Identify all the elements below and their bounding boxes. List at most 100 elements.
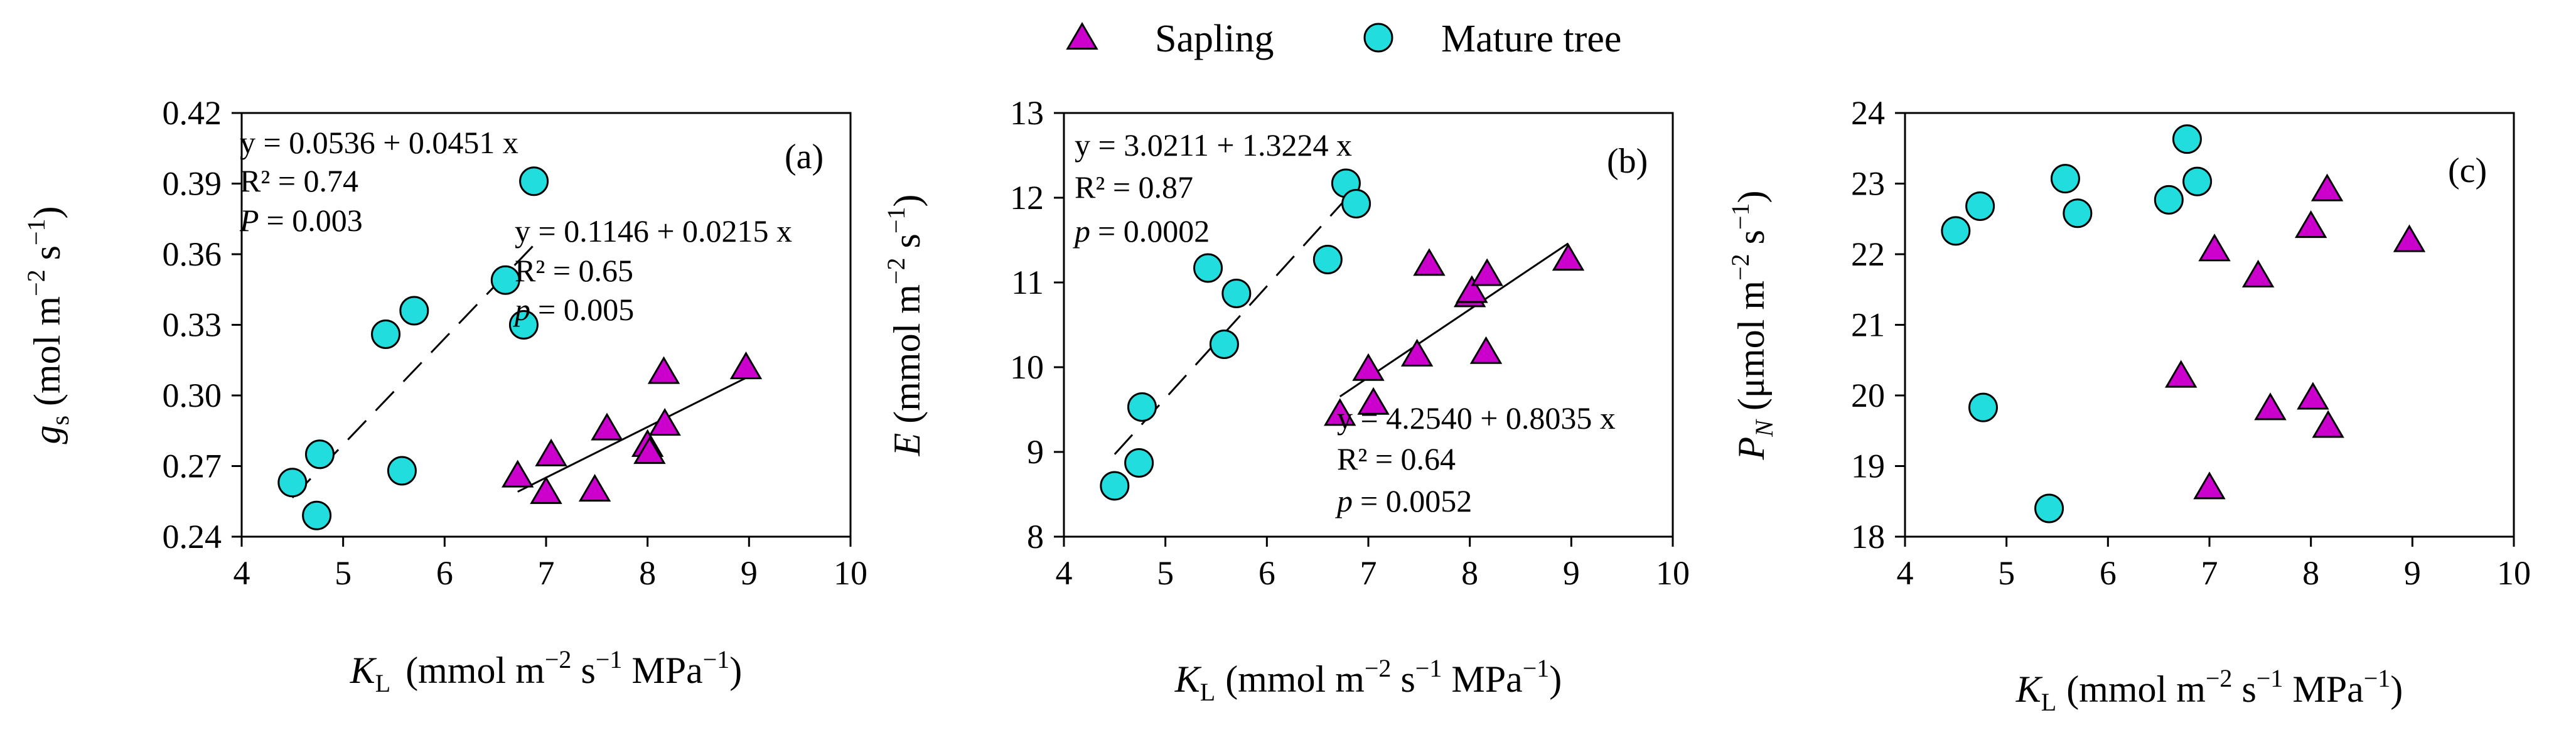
data-point-sapling [1456, 275, 1488, 303]
data-point-mature-tree [387, 456, 417, 486]
p-value-mature-a: P = 0.003 [239, 203, 363, 238]
data-point-mature-tree [1193, 253, 1223, 283]
p-value-sapling-a: p = 0.005 [513, 292, 634, 327]
data-point-mature-tree [371, 319, 401, 349]
xlabel-symbol: K [2015, 668, 2043, 710]
ylabel-subscript: N [1750, 419, 1778, 437]
data-point-sapling [2297, 382, 2329, 410]
ylabel-unit-s: s [886, 233, 928, 257]
data-point-sapling [648, 408, 681, 436]
xlabel-close: ) [2390, 668, 2403, 710]
y-tick-label: 20 [1851, 377, 1885, 414]
p-value-text: = 0.0002 [1098, 213, 1210, 249]
ylabel-exponent: −2 [22, 269, 50, 296]
x-axis-title-b: KL (mmol m−2 s−1 MPa−1) [1174, 654, 1562, 706]
ylabel-exponent: −2 [1726, 254, 1754, 281]
xlabel-exponent: −1 [703, 645, 730, 674]
p-symbol: p [1335, 483, 1353, 518]
data-point-sapling [2294, 210, 2327, 239]
x-tick-label: 4 [1056, 554, 1073, 592]
xlabel-exponent: −2 [1365, 654, 1392, 682]
y-tick-label: 9 [1027, 433, 1044, 471]
data-point-mature-tree [2172, 124, 2202, 154]
y-tick-label: 12 [1010, 179, 1044, 217]
x-tick-label: 10 [1656, 554, 1690, 592]
panel-label-a: (a) [785, 137, 824, 176]
xlabel-subscript: L [2041, 688, 2056, 716]
x-tick-label: 7 [1360, 554, 1377, 592]
x-tick-label: 10 [2497, 554, 2531, 592]
y-tick-label: 0.27 [163, 448, 222, 485]
data-point-mature-tree [1124, 448, 1154, 478]
data-point-mature-tree [1127, 392, 1157, 422]
x-axis-title-a: KL (mmol m−2 s−1 MPa−1) [350, 645, 743, 697]
ylabel-exponent: −1 [22, 218, 50, 245]
y-axis-title-c: PN (μmol m−2 s−1) [1726, 191, 1778, 461]
p-symbol: p [1073, 213, 1090, 249]
data-point-sapling [1324, 398, 1356, 426]
y-tick-label: 13 [1010, 94, 1044, 132]
ylabel-symbol: P [1731, 437, 1772, 461]
x-tick-label: 9 [741, 554, 758, 592]
tick-layer-c: 4 5 6 7 8 9 10 18 19 20 21 22 23 24 [1851, 94, 2531, 592]
y-axis-title-a: gs (mol m−2 s−1) [22, 206, 74, 444]
xlabel-exponent: −1 [2257, 664, 2284, 692]
xlabel-close: ) [1549, 658, 1562, 700]
equation-sapling-b: y = 4.2540 + 0.8035 x [1337, 400, 1616, 436]
xlabel-unit-s: s [1391, 658, 1415, 700]
marker-layer-c [1941, 124, 2426, 523]
y-tick-label: 0.39 [163, 165, 222, 203]
data-point-sapling [2241, 259, 2275, 287]
tick-layer-b: 4 5 6 7 8 9 10 8 9 10 11 12 13 [1010, 94, 1690, 592]
xlabel-subscript: L [1200, 678, 1215, 706]
r-squared-sapling-a: R² = 0.65 [515, 253, 633, 288]
data-point-mature-tree [1941, 216, 1971, 246]
y-tick-label: 23 [1851, 165, 1885, 203]
y-tick-label: 8 [1027, 518, 1044, 556]
x-tick-label: 7 [538, 554, 555, 592]
xlabel-exponent: −2 [2206, 664, 2233, 692]
fit-line-sapling [517, 377, 747, 493]
equation-mature-b: y = 3.0211 + 1.3224 x [1075, 127, 1352, 163]
xlabel-unit-mpa: MPa [1442, 658, 1522, 700]
x-tick-label: 6 [2100, 554, 2117, 592]
xlabel-exponent: −1 [1415, 654, 1442, 682]
y-tick-label: 0.33 [163, 306, 222, 344]
marker-layer-b [1100, 168, 1585, 501]
x-tick-label: 8 [639, 554, 656, 592]
data-point-sapling [2393, 224, 2426, 252]
data-point-sapling [729, 352, 763, 380]
r-squared-sapling-b: R² = 0.64 [1337, 441, 1456, 476]
data-point-sapling [2310, 173, 2344, 201]
data-point-mature-tree [1965, 191, 1995, 221]
ylabel-unit-s: s [26, 245, 68, 269]
y-tick-label: 24 [1851, 94, 1885, 132]
y-tick-label: 21 [1851, 306, 1885, 344]
tick-layer-a: 4 5 6 7 8 9 10 0.24 0.27 0.30 0.33 0.36 0.39 0.42 [163, 94, 868, 592]
p-value-text: = 0.005 [538, 292, 634, 327]
xlabel-unit-mpa: MPa [2283, 668, 2363, 710]
data-point-sapling [2165, 360, 2198, 388]
data-point-mature-tree [1968, 392, 1998, 422]
ylabel-close: ) [1731, 191, 1772, 203]
panel-a: 4 5 6 7 8 9 10 0.24 0.27 0.30 0.33 0.36 0.39 0.42 (a)… [22, 94, 867, 697]
p-value-text: = 0.0052 [1360, 483, 1472, 518]
data-point-sapling [591, 412, 623, 441]
xlabel-unit: (mmol m [2066, 668, 2206, 710]
xlabel-close: ) [729, 650, 742, 691]
data-point-sapling [1413, 248, 1446, 276]
panel-label-b: (b) [1607, 142, 1648, 181]
ylabel-unit: (mmol m [886, 284, 928, 433]
data-point-mature-tree [1209, 330, 1239, 360]
y-tick-label: 22 [1851, 235, 1885, 273]
legend-marker-mature-tree [1363, 23, 1393, 53]
data-point-mature-tree [2063, 198, 2093, 228]
x-tick-label: 6 [1258, 554, 1275, 592]
ylabel-unit-s: s [1731, 230, 1772, 254]
x-tick-label: 5 [335, 554, 352, 592]
data-point-sapling [2193, 471, 2226, 500]
xlabel-exponent: −2 [545, 645, 572, 674]
data-point-sapling [502, 459, 534, 488]
data-point-mature-tree [2154, 185, 2184, 215]
